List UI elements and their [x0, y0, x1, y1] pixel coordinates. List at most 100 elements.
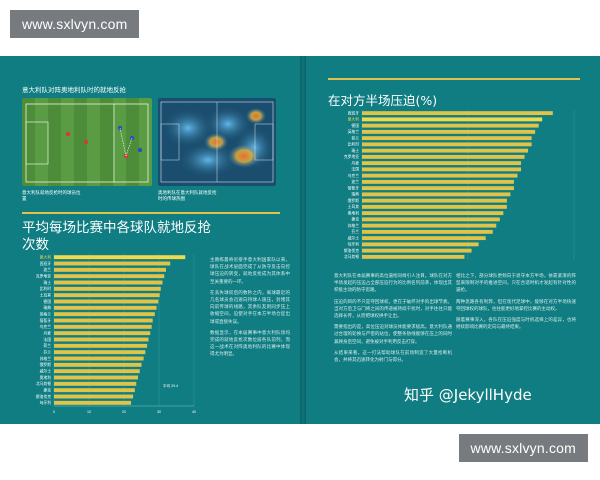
player-marker — [65, 131, 71, 137]
x-tick-label: 10 — [87, 410, 91, 414]
left-page: 意大利队对阵奥地利队时的就地反抢 — [0, 56, 300, 424]
pitch-lines — [25, 103, 149, 183]
player-marker — [137, 147, 143, 153]
bar — [362, 242, 479, 247]
bar — [362, 123, 539, 128]
bar — [54, 324, 152, 329]
category-label: 比利时 — [348, 142, 360, 147]
heatmap — [160, 101, 274, 183]
category-label: 比利时 — [40, 286, 52, 291]
left-body-text: 主教练曼奇尼接手意大利国家队以来，球队在战术层面完成了从防守反击向控球压迫的转变… — [210, 256, 290, 362]
bar — [362, 204, 507, 209]
category-label: 北马其顿 — [36, 381, 51, 386]
category-label: 法国 — [351, 167, 359, 172]
category-label: 葡萄牙 — [348, 185, 360, 190]
category-label: 德国 — [351, 123, 359, 128]
category-label: 匈牙利 — [40, 400, 52, 405]
body-paragraph: 两种思路各有利弊，但在现代足球中，能够在对方半场快速夺回球权的球队，往往能更好地… — [456, 298, 576, 311]
category-label: 芬兰 — [43, 350, 51, 355]
category-label: 克罗地亚 — [344, 154, 359, 159]
body-paragraph: 随着赛事深入，各队在压迫强度与时机选择上的差异，也将继续影响比赛的走向与最终结果… — [456, 317, 576, 330]
high-press-chart-svg: 西班牙意大利德国英格兰荷兰比利时瑞士克罗地亚丹麦法国乌克兰波兰葡萄牙瑞典俄罗斯土… — [344, 110, 575, 260]
bar — [54, 362, 142, 367]
bar — [54, 356, 144, 361]
bar — [54, 293, 160, 298]
category-label: 英格兰 — [40, 312, 52, 317]
category-label: 苏格兰 — [40, 356, 52, 361]
body-paragraph: 从结果来看，这一打法帮助球队在前场制造了大量抢断机会，并将其迅速转化为射门与得分… — [334, 349, 452, 363]
bar — [362, 248, 472, 253]
x-tick-label: 30 — [157, 410, 161, 414]
bar — [362, 192, 511, 197]
category-label: 土耳其 — [348, 204, 360, 209]
bar — [362, 117, 543, 122]
right-page: 在对方半场压迫(%) 西班牙 意大利 德国 英格兰 荷兰 比利时 瑞士 克罗地亚 丹麦 法国 乌克兰… — [306, 56, 600, 424]
bar — [54, 286, 161, 291]
section-rule — [328, 78, 580, 80]
bar — [54, 312, 155, 317]
watermark-bottom: www.sxlvyn.com — [458, 434, 588, 462]
x-tick-label: 40 — [192, 410, 196, 414]
category-label: 芬兰 — [351, 229, 359, 234]
bar — [54, 369, 140, 374]
bar — [362, 254, 465, 259]
average-label: 平均 29.4 — [163, 383, 178, 388]
right-heading: 在对方半场压迫(%) — [328, 93, 438, 108]
bar — [362, 217, 500, 222]
category-label: 奥地利 — [40, 375, 52, 380]
category-label: 法国 — [43, 337, 51, 342]
bar — [362, 167, 521, 172]
high-press-chart: 西班牙 意大利 德国 英格兰 荷兰 比利时 瑞士 克罗地亚 丹麦 法国 乌克兰 波兰 葡萄牙 瑞典 俄罗斯土… — [328, 110, 578, 262]
category-label: 斯洛伐克 — [344, 248, 359, 253]
bar — [54, 274, 165, 279]
bar — [54, 350, 146, 355]
bar — [362, 198, 507, 203]
x-tick-label: 0 — [53, 410, 55, 414]
body-paragraph: 数据显示，在本届赛事中意大利队场均完成的就地反抢次数位居各队前列，而这一战术在对… — [210, 329, 290, 357]
left-heading: 平均每场比赛中各球队就地反抢次数 — [22, 220, 211, 253]
pitch-photo — [22, 98, 152, 186]
bar — [54, 331, 151, 336]
category-label: 荷兰 — [43, 343, 51, 348]
category-label: 土耳其 — [40, 293, 52, 298]
magazine-spread: 意大利队对阵奥地利队时的就地反抢 — [0, 56, 600, 424]
bar — [54, 255, 186, 260]
bar — [362, 236, 486, 241]
bar — [54, 280, 163, 285]
bar — [54, 299, 159, 304]
bar — [54, 381, 137, 386]
bar — [362, 136, 532, 141]
right-body-column-2: 相比之下，部分球队更倾向于退守本方半场，依靠紧凑的阵型来限制对手的推进空间，只在… — [456, 272, 576, 334]
figure-title: 意大利队对阵奥地利队时的就地反抢 — [22, 87, 126, 94]
bar — [362, 154, 525, 159]
category-label: 英格兰 — [348, 129, 360, 134]
category-label: 奥地利 — [348, 210, 360, 215]
category-label: 德国 — [43, 299, 51, 304]
category-label: 乌克兰 — [40, 324, 52, 329]
bar — [54, 337, 149, 342]
heatmap-photo — [158, 98, 276, 186]
bar — [362, 161, 521, 166]
category-label: 威尔士 — [348, 235, 360, 240]
bar — [54, 267, 166, 272]
bar — [362, 179, 514, 184]
body-paragraph: 压迫的目的不只是夺回球权，更在于破坏对手的出球节奏。当对方后卫与门将之间的传递被… — [334, 298, 452, 319]
category-label: 捷克 — [43, 388, 51, 393]
category-label: 斯洛伐克 — [36, 394, 51, 399]
category-label: 荷兰 — [351, 135, 359, 140]
category-label: 威尔士 — [40, 369, 52, 374]
category-label: 丹麦 — [43, 331, 51, 336]
zhihu-credit: 知乎 @JekyllHyde — [404, 386, 532, 404]
bar — [54, 261, 171, 266]
x-tick-label: 20 — [122, 410, 126, 414]
bar — [54, 305, 157, 310]
page-gutter — [300, 56, 306, 424]
player-marker — [83, 139, 89, 145]
category-label: 西班牙 — [348, 110, 360, 115]
bar — [362, 223, 497, 228]
bar — [362, 229, 493, 234]
category-label: 北马其顿 — [344, 254, 359, 259]
bar — [362, 142, 532, 147]
body-paragraph: 相比之下，部分球队更倾向于退守本方半场，依靠紧凑的阵型来限制对手的推进空间，只在… — [456, 273, 576, 293]
category-label: 意大利 — [348, 117, 360, 122]
